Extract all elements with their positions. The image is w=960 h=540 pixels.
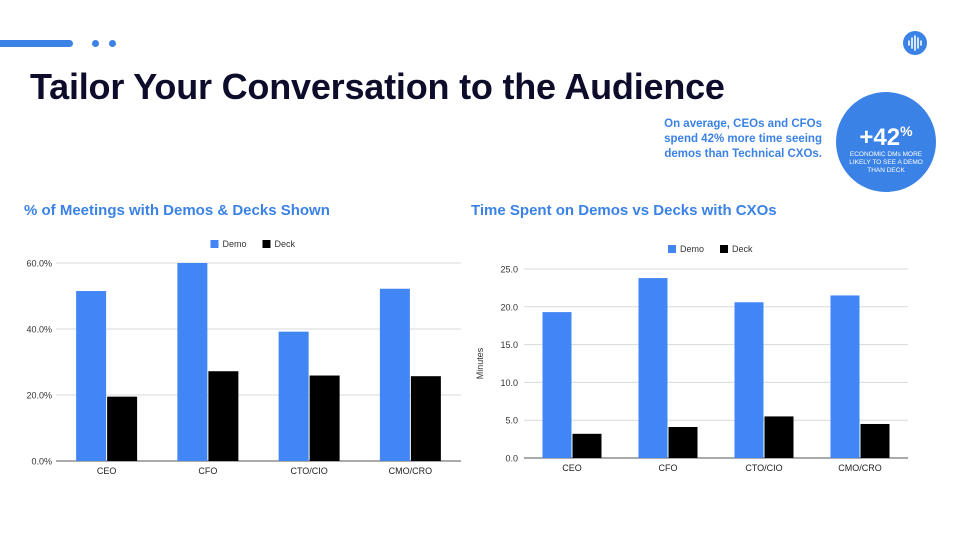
bar-demo-ceo xyxy=(542,312,572,458)
legend-label-deck: Deck xyxy=(732,244,753,254)
bar-deck-cfo xyxy=(208,371,239,461)
x-tick-label: CTO/CIO xyxy=(745,463,782,473)
y-tick-label: 40.0% xyxy=(26,325,52,335)
y-tick-label: 60.0% xyxy=(26,259,52,269)
stat-badge: +42% ECONOMIC DMs MORE LIKELY TO SEE A D… xyxy=(836,92,936,192)
y-tick-label: 0.0% xyxy=(31,457,52,467)
bar-demo-cmo-cro xyxy=(830,295,860,458)
accent-dot xyxy=(92,40,99,47)
bar-deck-cmo-cro xyxy=(410,376,441,461)
y-tick-label: 15.0 xyxy=(500,340,518,350)
x-tick-label: CFO xyxy=(659,463,678,473)
chart-title-time: Time Spent on Demos vs Decks with CXOs xyxy=(471,202,777,219)
bar-demo-cmo-cro xyxy=(379,288,410,461)
badge-number: +42 xyxy=(859,124,901,151)
legend-label-demo: Demo xyxy=(680,244,704,254)
audio-wave-logo-icon xyxy=(903,31,927,55)
bar-demo-ceo xyxy=(76,291,107,461)
legend-swatch-demo xyxy=(210,240,219,248)
chart-title-meetings: % of Meetings with Demos & Decks Shown xyxy=(24,202,330,219)
badge-caption: ECONOMIC DMs MORE LIKELY TO SEE A DEMO T… xyxy=(849,151,923,174)
accent-bar xyxy=(0,40,73,47)
y-tick-label: 0.0 xyxy=(505,454,518,464)
bar-deck-ceo xyxy=(572,433,602,458)
bar-demo-cfo xyxy=(638,278,668,458)
badge-unit: % xyxy=(900,123,913,139)
callout-text: On average, CEOs and CFOs spend 42% more… xyxy=(664,118,822,160)
x-tick-label: CMO/CRO xyxy=(389,466,433,476)
x-tick-label: CEO xyxy=(97,466,117,476)
y-axis-label: Minutes xyxy=(475,347,485,379)
legend-swatch-deck xyxy=(262,240,271,248)
bar-demo-cfo xyxy=(177,263,208,461)
badge-value: +42% xyxy=(836,118,936,151)
bar-deck-cfo xyxy=(668,427,698,458)
x-tick-label: CTO/CIO xyxy=(290,466,327,476)
x-tick-label: CMO/CRO xyxy=(838,463,882,473)
legend-label-deck: Deck xyxy=(275,239,296,249)
y-tick-label: 20.0 xyxy=(500,302,518,312)
bar-demo-cto-cio xyxy=(734,302,764,458)
bar-deck-cto-cio xyxy=(309,375,340,461)
bar-deck-ceo xyxy=(107,396,138,461)
bar-deck-cto-cio xyxy=(764,416,794,458)
legend-swatch-demo xyxy=(668,245,676,253)
y-tick-label: 25.0 xyxy=(500,265,518,275)
legend-swatch-deck xyxy=(720,245,728,253)
slide-title: Tailor Your Conversation to the Audience xyxy=(30,66,725,107)
accent-dot xyxy=(109,40,116,47)
legend-label-demo: Demo xyxy=(223,239,247,249)
x-tick-label: CEO xyxy=(562,463,582,473)
x-tick-label: CFO xyxy=(198,466,217,476)
y-tick-label: 5.0 xyxy=(505,416,518,426)
bar-demo-cto-cio xyxy=(278,331,309,461)
y-tick-label: 20.0% xyxy=(26,391,52,401)
bar-deck-cmo-cro xyxy=(860,423,890,458)
y-tick-label: 10.0 xyxy=(500,378,518,388)
